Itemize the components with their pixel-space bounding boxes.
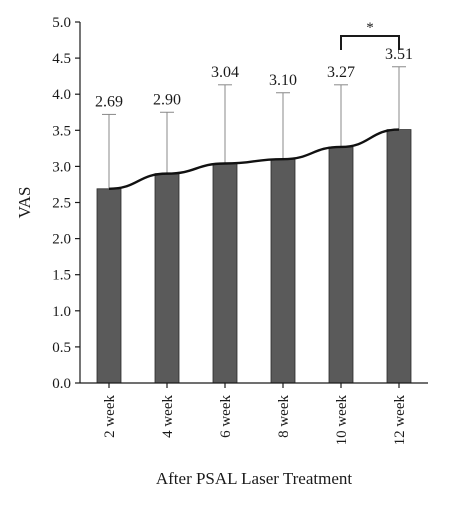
- data-label: 2.69: [95, 93, 123, 110]
- y-tick-label: 0.5: [52, 340, 71, 356]
- x-axis-ticks: 2 week 4 week 6 week 8 week 10 week 12 week: [102, 383, 408, 445]
- x-tick-label: 12 week: [392, 395, 408, 446]
- data-label: 3.04: [211, 64, 239, 81]
- error-bars: [102, 66, 406, 189]
- x-tick-label: 10 week: [334, 395, 350, 446]
- y-tick-label: 4.0: [52, 87, 71, 103]
- x-axis-label: After PSAL Laser Treatment: [156, 469, 353, 488]
- y-axis-label: VAS: [15, 187, 34, 219]
- x-tick-label: 6 week: [218, 395, 234, 438]
- y-tick-label: 2.5: [52, 196, 71, 212]
- axes: [79, 22, 428, 384]
- trend-line: [108, 128, 400, 190]
- y-tick-label: 3.5: [52, 123, 71, 139]
- y-tick-label: 2.0: [52, 232, 71, 248]
- trend-line-group: [108, 128, 400, 190]
- x-tick-label: 2 week: [102, 395, 118, 438]
- value-labels: 2.69 2.90 3.04 3.10 3.27 3.51: [95, 46, 413, 111]
- bar: [212, 163, 238, 384]
- y-tick-label: 5.0: [52, 15, 71, 31]
- y-axis-ticks: 0.0 0.5 1.0 1.5 2.0 2.5 3.0 3.5 4.0 4.5 5.0: [52, 15, 80, 392]
- bar: [270, 158, 296, 384]
- significance-bracket: *: [340, 20, 400, 50]
- data-label: 3.10: [269, 72, 297, 89]
- bar: [154, 173, 180, 384]
- bar: [328, 146, 354, 384]
- x-tick-label: 4 week: [160, 395, 176, 438]
- data-label: 2.90: [153, 91, 181, 108]
- y-tick-label: 1.0: [52, 304, 71, 320]
- significance-label: *: [366, 20, 374, 36]
- data-label: 3.51: [385, 46, 413, 63]
- x-tick-label: 8 week: [276, 395, 292, 438]
- data-label: 3.27: [327, 64, 355, 81]
- bar: [96, 188, 122, 384]
- significance-bracket-line: [340, 35, 400, 50]
- y-tick-label: 0.0: [52, 376, 71, 392]
- y-tick-label: 4.5: [52, 51, 71, 67]
- y-tick-label: 3.0: [52, 159, 71, 175]
- bars: [96, 129, 412, 384]
- y-tick-label: 1.5: [52, 268, 71, 284]
- bar: [386, 129, 412, 384]
